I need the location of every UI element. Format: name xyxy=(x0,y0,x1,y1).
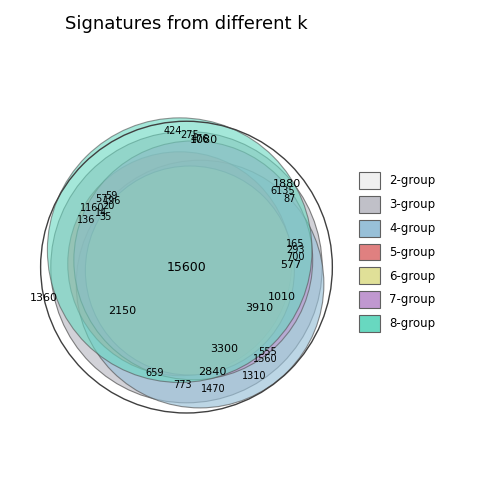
Text: 1560: 1560 xyxy=(253,354,278,364)
Text: 275: 275 xyxy=(180,130,199,140)
Text: 3300: 3300 xyxy=(211,344,238,353)
Text: 293: 293 xyxy=(286,245,304,255)
Circle shape xyxy=(68,152,292,375)
Text: 1160: 1160 xyxy=(80,203,104,213)
Circle shape xyxy=(76,160,324,408)
Text: 1080: 1080 xyxy=(190,135,218,145)
Text: 476: 476 xyxy=(191,134,209,144)
Text: 659: 659 xyxy=(145,368,163,378)
Text: 1010: 1010 xyxy=(268,292,295,302)
Text: 14: 14 xyxy=(95,208,107,218)
Text: 15600: 15600 xyxy=(167,261,206,274)
Text: 6135: 6135 xyxy=(271,186,295,197)
Circle shape xyxy=(85,166,294,375)
Text: 1360: 1360 xyxy=(30,293,58,302)
Legend: 2-group, 3-group, 4-group, 5-group, 6-group, 7-group, 8-group: 2-group, 3-group, 4-group, 5-group, 6-gr… xyxy=(359,172,435,332)
Text: 35: 35 xyxy=(100,212,112,222)
Text: 2840: 2840 xyxy=(198,367,226,377)
Circle shape xyxy=(47,118,312,383)
Text: 1470: 1470 xyxy=(201,384,226,394)
Text: 424: 424 xyxy=(164,126,182,136)
Text: 136: 136 xyxy=(77,215,96,225)
Circle shape xyxy=(74,141,312,380)
Text: 1880: 1880 xyxy=(273,179,301,189)
Text: 700: 700 xyxy=(286,252,304,262)
Text: 1310: 1310 xyxy=(242,370,267,381)
Text: 3910: 3910 xyxy=(245,303,274,313)
Text: 57: 57 xyxy=(95,194,107,204)
Text: 2150: 2150 xyxy=(108,306,136,316)
Text: 87: 87 xyxy=(284,194,296,204)
Text: 165: 165 xyxy=(286,239,304,249)
Text: 20: 20 xyxy=(102,201,114,211)
Text: 555: 555 xyxy=(259,347,277,357)
Text: Signatures from different k: Signatures from different k xyxy=(65,15,308,33)
Text: 196: 196 xyxy=(103,196,121,206)
Text: 773: 773 xyxy=(173,380,192,390)
Text: 577: 577 xyxy=(280,261,301,271)
Text: 59: 59 xyxy=(106,191,118,201)
Circle shape xyxy=(51,132,322,403)
